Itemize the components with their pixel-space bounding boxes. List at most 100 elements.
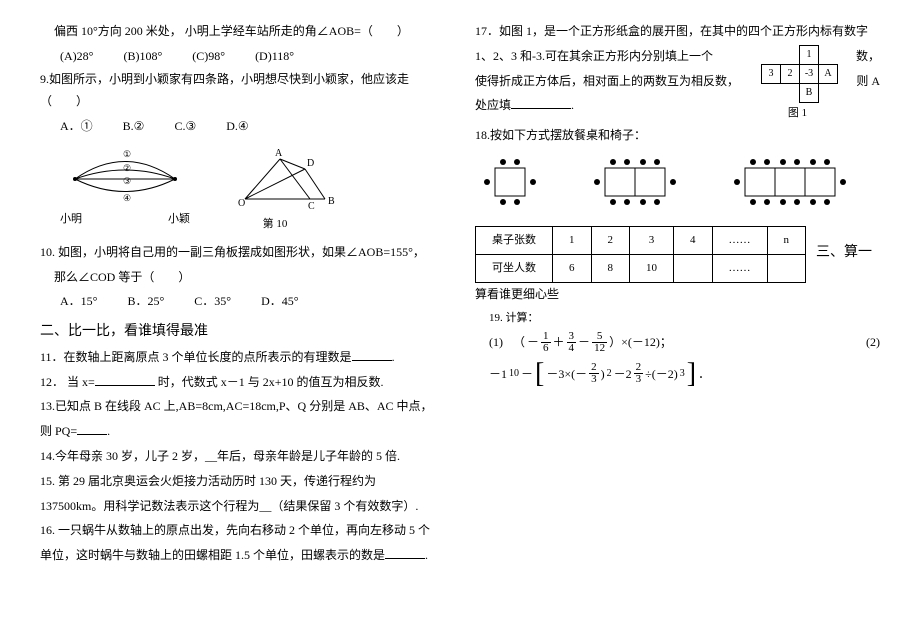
- th-0: 桌子张数: [476, 227, 553, 255]
- q19-2-inner-c: －2: [614, 363, 632, 386]
- q10-figure-label: 第 10: [210, 214, 340, 235]
- net-cell-3: 3: [762, 64, 781, 83]
- q19-2-inner-d: ÷(－2): [645, 363, 678, 386]
- lbracket-icon: [: [535, 360, 544, 388]
- q19-1-openp: （: [513, 331, 525, 354]
- q9-choice-c: C.③: [174, 115, 196, 138]
- q8-choice-d: (D)118°: [255, 45, 294, 68]
- th-3: 3: [630, 227, 674, 255]
- net-cell-a: A: [819, 64, 838, 83]
- q10-stem-2: 那么∠COD 等于（ ）: [40, 266, 445, 289]
- svg-text:④: ④: [123, 193, 131, 203]
- q15-a: 15. 第 29 届北京奥运会火炬接力活动历时 130 天，传递行程约为: [40, 470, 445, 493]
- q18-desk-diagrams: [475, 154, 880, 210]
- td-6: [767, 255, 806, 283]
- td-0: 可坐人数: [476, 255, 553, 283]
- q12-text-b: 时，代数式 x－1 与 2x+10 的值互为相反数.: [158, 375, 384, 389]
- q19-1-expr: (1) （ － 16 ＋ 34 － 512 ）×(－12)；: [475, 331, 672, 354]
- q10-choice-b: B．25°: [127, 290, 164, 313]
- q18-data-table: 桌子张数 1 2 3 4 …… n 可坐人数 6 8 10 ……: [475, 226, 806, 283]
- q17-b: 1、2、3 和-3.可在其余正方形内分别填上一个: [475, 45, 749, 68]
- q19-1-tail: ）×(－12)；: [609, 331, 672, 354]
- q19-2-exp10: 10: [509, 364, 519, 383]
- q16-b: 单位，这时蜗牛与数轴上的田螺相距 1.5 个单位，田螺表示的数是.: [40, 544, 445, 567]
- q12: 12． 当 x= 时，代数式 x－1 与 2x+10 的值互为相反数.: [40, 371, 445, 394]
- q13-text-b: 则 PQ=: [40, 424, 77, 438]
- q13-a: 13.已知点 B 在线段 AC 上,AB=8cm,AC=18cm,P、Q 分别是…: [40, 395, 445, 418]
- q14: 14.今年母亲 30 岁，儿子 2 岁，__年后，母亲年龄是儿子年龄的 5 倍.: [40, 445, 445, 468]
- frac-2-3-b: 23: [634, 362, 644, 385]
- q10-choices: A．15° B．25° C．35° D．45°: [40, 290, 445, 313]
- q19-2-label: (2): [866, 331, 880, 354]
- q11-text: 11．在数轴上距离原点 3 个单位长度的点所表示的有理数是: [40, 350, 352, 364]
- th-1: 1: [553, 227, 592, 255]
- q17-fig-label: 图 1: [757, 103, 838, 124]
- q9-choices: A．① B.② C.③ D.④: [40, 115, 445, 138]
- q9-label-left: 小明: [60, 209, 82, 230]
- td-4: [674, 255, 713, 283]
- q16-a: 16. 一只蜗牛从数轴上的原点出发，先向右移动 2 个单位，再向左移动 5 个: [40, 519, 445, 542]
- q17-blank: [511, 94, 571, 109]
- frac-5-12: 512: [592, 331, 607, 354]
- q19-2-minus: －: [521, 363, 533, 386]
- q11: 11．在数轴上距离原点 3 个单位长度的点所表示的有理数是.: [40, 346, 445, 369]
- q17-cube-net: 1 3 2 -3 A B: [761, 45, 838, 103]
- q19-2-exp3: 3: [680, 364, 685, 383]
- q17-c-post: 则 A: [846, 70, 880, 93]
- q19-1-label: (1): [489, 331, 503, 354]
- svg-text:B: B: [328, 196, 335, 207]
- q19-label: 19. 计算：: [475, 308, 880, 329]
- q16-blank: [385, 544, 425, 559]
- net-cell-1: 1: [800, 45, 819, 64]
- th-6: n: [767, 227, 806, 255]
- net-cell-b: B: [800, 83, 819, 102]
- net-cell-2: 2: [781, 64, 800, 83]
- q8-choice-c: (C)98°: [192, 45, 225, 68]
- q15-b: 137500km。用科学记数法表示这个行程为__（结果保留 3 个有效数字）.: [40, 495, 445, 518]
- q19-2-inner-b: ): [601, 363, 605, 386]
- th-2: 2: [591, 227, 630, 255]
- q19-2-tail: ．: [698, 363, 710, 386]
- q13-b: 则 PQ=.: [40, 420, 445, 443]
- net-cell-neg3: -3: [800, 64, 819, 83]
- q9-stem: 9.如图所示，小明到小颖家有四条路，小明想尽快到小颖家，他应该走（ ）: [40, 68, 445, 114]
- q9-choice-d: D.④: [226, 115, 248, 138]
- q9-choice-a: A．①: [60, 115, 93, 138]
- table-row-header: 桌子张数 1 2 3 4 …… n: [476, 227, 806, 255]
- q13-blank: [77, 420, 107, 435]
- q8-choice-b: (B)108°: [123, 45, 162, 68]
- q9-figure-paths: ① ② ③ ④: [60, 149, 190, 209]
- q16-text-b: 单位，这时蜗牛与数轴上的田螺相距 1.5 个单位，田螺表示的数是: [40, 548, 385, 562]
- q10-stem: 10. 如图，小明将自己用的一副三角板摆成如图形状，如果∠AOB=155°，: [40, 241, 445, 264]
- q17-b-pre: 1、2、3 和-3.可在其余正方形内分别填上一个: [475, 49, 713, 63]
- svg-text:③: ③: [123, 176, 131, 186]
- q10-figure-triangles: A D O C B: [210, 144, 340, 214]
- q8-choice-a: (A)28°: [60, 45, 93, 68]
- th-5: ……: [712, 227, 767, 255]
- table-row-data: 可坐人数 6 8 10 ……: [476, 255, 806, 283]
- q9-q10-figures: ① ② ③ ④ 小明 小颖 A: [60, 144, 445, 235]
- section-2-title: 二、比一比，看谁填得最准: [40, 319, 445, 346]
- q19-2-pre: －1: [489, 363, 507, 386]
- q19-1-minus2: －: [578, 331, 590, 354]
- q17-d: 处应填.: [475, 94, 749, 117]
- q17-c: 使得折成正方体后，相对面上的两数互为相反数，: [475, 70, 749, 93]
- frac-3-4: 34: [567, 331, 577, 354]
- q8-stem: 偏西 10°方向 200 米处， 小明上学经车站所走的角∠AOB=（ ）: [40, 20, 445, 43]
- frac-2-3-a: 23: [589, 362, 599, 385]
- td-5: ……: [712, 255, 767, 283]
- q19-1-minus: －: [527, 331, 539, 354]
- svg-text:O: O: [238, 198, 245, 209]
- q19-2-expr: －110 － [ －3×(－ 23 )2 －2 23 ÷(－2)3 ] ．: [475, 360, 880, 388]
- q19-2-exp2a: 2: [607, 364, 612, 383]
- td-3: 10: [630, 255, 674, 283]
- q17-b-post: 数，: [846, 45, 880, 68]
- q17-c-pre: 使得折成正方体后，相对面上的两数互为相反数，: [475, 74, 739, 88]
- q10-choice-c: C．35°: [194, 290, 231, 313]
- th-4: 4: [674, 227, 713, 255]
- desk-1: [475, 154, 545, 210]
- desk-2: [585, 154, 685, 210]
- svg-text:D: D: [307, 158, 314, 169]
- q12-blank: [95, 371, 155, 386]
- q12-text-a: 12． 当 x=: [40, 375, 95, 389]
